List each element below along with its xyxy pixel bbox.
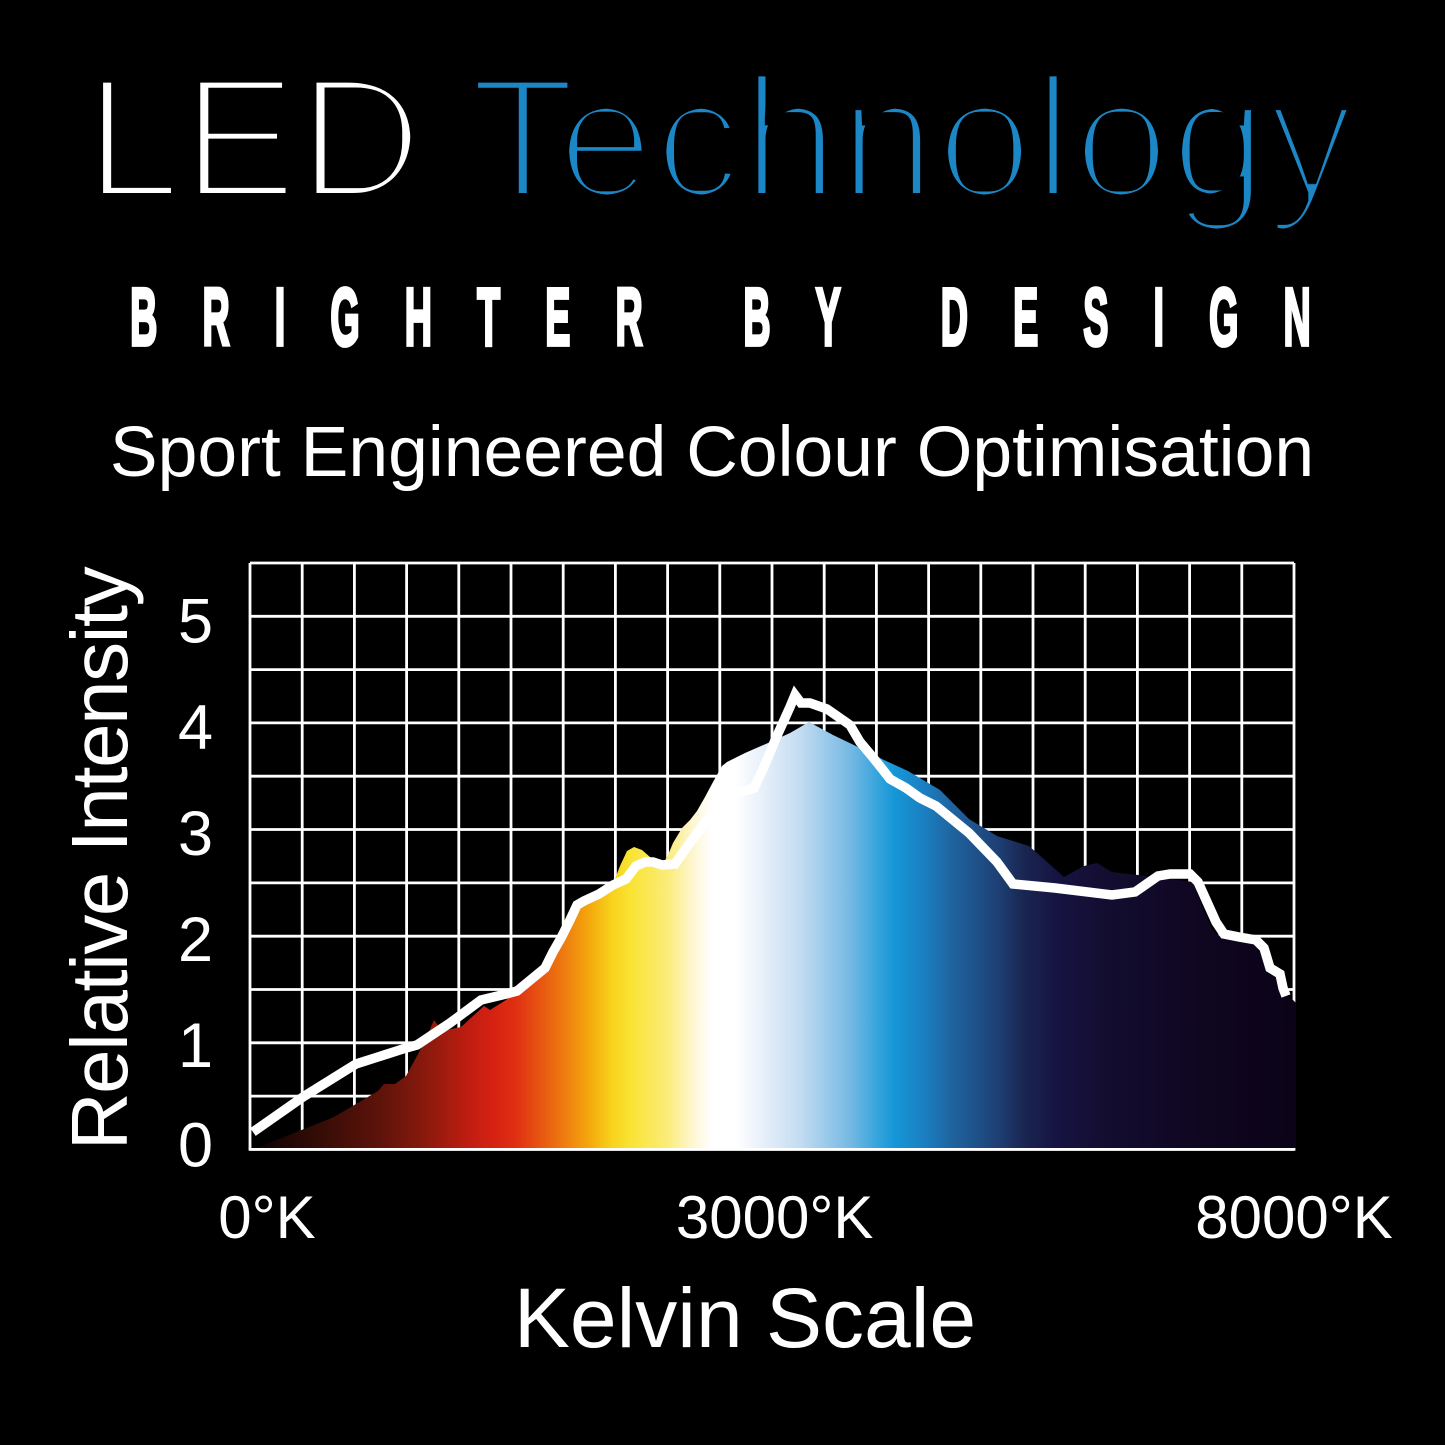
- svg-text:5: 5: [178, 587, 213, 657]
- svg-text:0°K: 0°K: [218, 1184, 315, 1251]
- svg-text:4: 4: [178, 693, 213, 763]
- svg-text:3: 3: [178, 799, 213, 869]
- svg-text:LED Technology: LED Technology: [85, 42, 1355, 234]
- svg-text:Kelvin Scale: Kelvin Scale: [514, 1271, 976, 1365]
- svg-text:8000°K: 8000°K: [1195, 1184, 1393, 1251]
- svg-text:1: 1: [178, 1011, 213, 1081]
- svg-text:Relative Intensity: Relative Intensity: [55, 566, 144, 1150]
- svg-text:0: 0: [178, 1111, 213, 1181]
- svg-text:3000°K: 3000°K: [676, 1184, 874, 1251]
- svg-text:Sport Engineered Colour Optimi: Sport Engineered Colour Optimisation: [110, 412, 1314, 492]
- svg-text:BRIGHTER BY DESIGN: BRIGHTER BY DESIGN: [130, 270, 1356, 363]
- svg-text:2: 2: [178, 905, 213, 975]
